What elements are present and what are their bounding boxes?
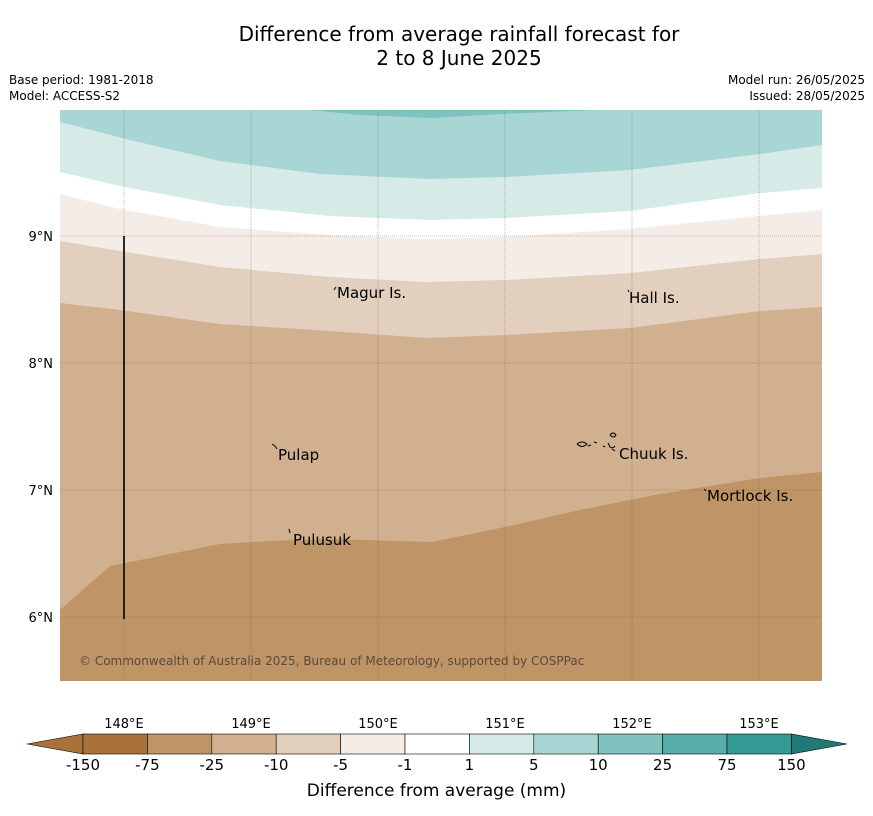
band-10-to-25 [310, 110, 600, 118]
lon-label: 153°E [739, 717, 779, 732]
issued-date: Issued: 28/05/2025 [749, 89, 865, 103]
copyright-notice: © Commonwealth of Australia 2025, Bureau… [79, 654, 584, 668]
colorbar-tick-label: -10 [263, 756, 289, 774]
island-label-mortlock: Mortlock Is. [707, 487, 793, 505]
island-label-magur: Magur Is. [337, 284, 406, 302]
island-label-pulusuk: Pulusuk [293, 531, 351, 549]
island-label-pulap: Pulap [278, 446, 319, 464]
colorbar-extend-high [791, 733, 848, 755]
mortlock-island-shape [703, 488, 707, 492]
latitude-labels: 9°N 8°N 7°N 6°N [29, 230, 54, 626]
colorbar-title: Difference from average (mm) [306, 781, 567, 801]
colorbar-segment [662, 733, 728, 755]
lat-label: 6°N [29, 611, 54, 626]
lon-label: 148°E [104, 717, 144, 732]
island-labels: Magur Is. Hall Is. Pulap Chuuk Is. Mortl… [278, 284, 793, 549]
chuuk-island-shape [576, 432, 617, 452]
colorbar-tick-label: 1 [464, 756, 475, 774]
title-line-2: 2 to 8 June 2025 [376, 46, 542, 70]
lat-label: 8°N [29, 357, 54, 372]
island-shapes [271, 286, 707, 534]
colorbar-tick-label: 150 [777, 756, 806, 774]
lat-label: 7°N [29, 484, 54, 499]
colorbar-tick-label: -25 [199, 756, 225, 774]
colorbar-segment [211, 733, 277, 755]
model-run: Model run: 26/05/2025 [727, 73, 865, 87]
lon-label: 151°E [485, 717, 525, 732]
magur-island-shape [333, 286, 337, 291]
colorbar-extend-low [26, 733, 84, 755]
colorbar-tick-label: 10 [588, 756, 608, 774]
island-label-hall: Hall Is. [629, 289, 680, 307]
colorbar-segment [597, 733, 663, 755]
graticule [60, 110, 822, 681]
colorbar [26, 733, 848, 755]
map-title: Difference from average rainfall forecas… [0, 22, 873, 70]
hall-island-shape [627, 289, 630, 293]
colorbar-segment [404, 733, 470, 755]
colorbar-tick-label: 75 [717, 756, 737, 774]
colorbar-segment [469, 733, 535, 755]
colorbar-tick-label: -5 [333, 756, 349, 774]
colorbar-segment [533, 733, 599, 755]
colorbar-tick-label: 25 [653, 756, 673, 774]
title-line-1: Difference from average rainfall forecas… [238, 22, 680, 46]
colorbar-segment [147, 733, 213, 755]
contour-fill-layer [60, 110, 822, 681]
lon-label: 152°E [612, 717, 652, 732]
meta-left: Base period: 1981-2018 Model: ACCESS-S2 [9, 72, 154, 104]
lon-label: 150°E [358, 717, 398, 732]
band-5-to-10 [60, 110, 822, 179]
lat-label: 9°N [29, 230, 54, 245]
meta-right: Model run: 26/05/2025 Issued: 28/05/2025 [728, 72, 865, 104]
pulap-island-shape [271, 443, 278, 450]
colorbar-segment [726, 733, 792, 755]
colorbar-segment [340, 733, 406, 755]
colorbar-segment [275, 733, 341, 755]
island-label-chuuk: Chuuk Is. [619, 445, 688, 463]
base-period: Base period: 1981-2018 [9, 73, 154, 87]
lon-label: 149°E [231, 717, 271, 732]
colorbar-tick-label: 5 [529, 756, 539, 774]
pulusuk-island-shape [288, 528, 291, 534]
model-name: Model: ACCESS-S2 [9, 89, 121, 103]
colorbar-segment [82, 733, 148, 755]
longitude-labels: 148°E 149°E 150°E 151°E 152°E 153°E [104, 717, 779, 732]
colorbar-tick-label: -75 [135, 756, 160, 774]
colorbar-tick-label: -150 [65, 756, 101, 774]
colorbar-tick-label: -1 [397, 756, 413, 774]
